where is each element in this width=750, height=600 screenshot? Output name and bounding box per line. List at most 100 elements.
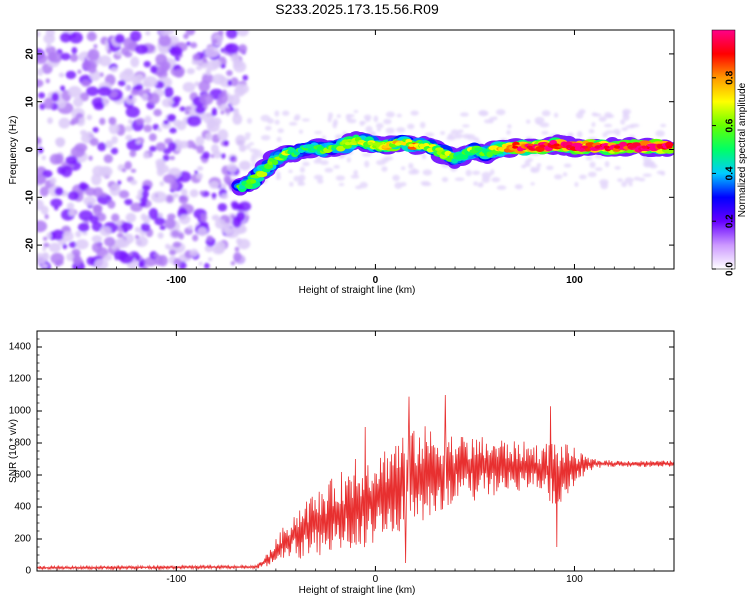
ridge-halo-speckle [574,181,579,187]
noise-speckle [102,97,108,103]
noise-speckle [191,59,196,65]
noise-speckle [236,30,249,37]
noise-speckle [71,47,78,55]
noise-speckle [67,191,80,201]
noise-speckle [91,173,102,186]
noise-speckle [149,145,157,152]
noise-speckle [66,202,75,210]
ridge-halo-speckle [400,182,407,187]
ridge-halo-speckle [524,159,531,165]
ridge-hotspot [603,145,610,149]
ridge-halo-speckle [563,163,572,168]
noise-speckle [239,160,251,171]
noise-speckle [141,184,151,191]
noise-speckle [128,118,133,125]
ridge-blob [271,159,279,166]
ridge-halo-speckle [407,123,415,130]
noise-speckle [85,131,94,141]
noise-speckle [165,243,171,250]
noise-speckle [69,31,83,44]
noise-speckle [197,226,208,237]
colorbar-tick-label: 0.4 [725,166,736,180]
noise-speckle [167,141,177,152]
noise-speckle [237,225,247,234]
noise-speckle [211,214,220,221]
ridge-halo-speckle [264,125,272,131]
ridge-halo-speckle [353,110,359,114]
noise-speckle [177,171,192,183]
noise-speckle [226,70,233,77]
ridge-halo-speckle [478,110,488,116]
noise-speckle [150,191,167,203]
ridge-halo-speckle [481,171,492,179]
ridge-halo-speckle [327,116,332,123]
noise-speckle [139,201,147,207]
ridge-halo-speckle [281,110,290,116]
noise-speckle [86,114,93,121]
colorbar-tick-label: 0.2 [725,214,736,228]
noise-speckle [235,134,246,147]
noise-speckle [238,144,247,152]
noise-speckle [115,220,122,226]
noise-speckle [43,242,50,248]
ridge-halo-speckle [521,164,527,169]
noise-speckle [157,232,164,239]
noise-speckle [211,192,217,198]
noise-speckle [130,168,137,173]
ridge-halo-speckle [614,166,621,170]
noise-speckle [141,93,149,102]
noise-speckle [54,153,64,165]
noise-speckle [217,129,229,141]
noise-speckle [47,117,53,125]
ridge-halo-speckle [496,185,507,190]
ridge-halo-speckle [578,174,587,180]
noise-speckle [105,140,114,149]
noise-speckle [167,213,176,220]
colorbar-tick-label: 0.0 [725,262,736,276]
ridge-halo-speckle [246,117,253,124]
noise-speckle [154,217,166,226]
noise-speckle [199,93,214,106]
noise-speckle [66,252,75,262]
noise-speckle [172,96,182,103]
noise-speckle [54,187,64,196]
ridge-halo-speckle [643,156,652,164]
ridge-blob [336,145,346,152]
ridge-halo-speckle [353,169,358,176]
noise-speckle [129,30,142,42]
noise-speckle [217,203,228,212]
ridge-trace [231,131,674,196]
noise-speckle [46,43,52,49]
noise-speckle [149,45,156,51]
noise-speckle [55,137,66,147]
ridge-halo-speckle [375,159,386,166]
ridge-hotspot [594,145,601,149]
ridge-halo-speckle [541,131,549,135]
noise-speckle [123,228,128,234]
noise-speckle [124,161,132,170]
noise-speckle [99,226,112,237]
ridge-blob [256,171,268,178]
colorbar: 0.0 0.2 0.4 0.6 0.8 Normalized spectral ampl… [711,29,748,276]
ridge-halo-speckle [492,116,498,121]
spectrogram-ytick-label: -20 [25,237,36,252]
noise-speckle [37,136,42,145]
ridge-halo-speckle [454,177,465,182]
ridge-hotspot [367,141,374,146]
noise-speckle [124,198,133,206]
ridge-halo-speckle [554,174,563,180]
ridge-halo-speckle [465,169,472,177]
noise-speckle [77,69,82,74]
noise-speckle [181,188,188,196]
ridge-hotspot [526,145,533,149]
noise-speckle [86,31,97,42]
noise-speckle [37,31,41,37]
noise-speckle [134,234,140,240]
noise-speckle [173,68,185,78]
noise-speckle [198,261,203,266]
noise-speckle [223,139,229,147]
noise-speckle [135,44,149,55]
ridge-hotspot [418,143,425,148]
